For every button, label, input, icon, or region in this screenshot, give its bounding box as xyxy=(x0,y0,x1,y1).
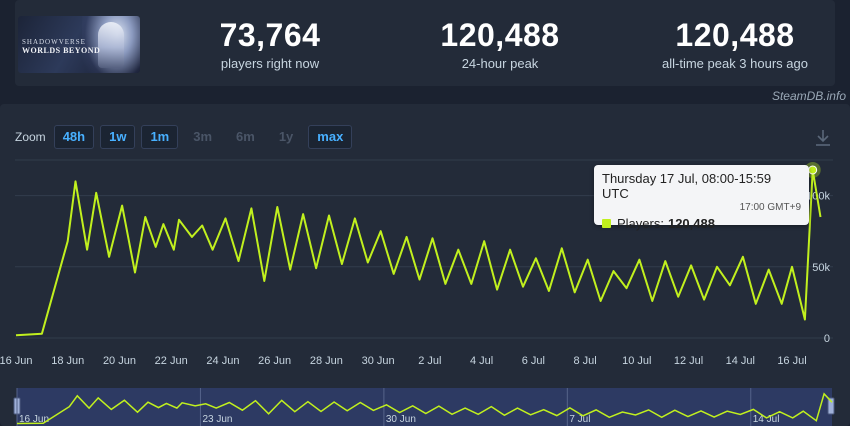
x-tick-label: 4 Jul xyxy=(470,355,493,367)
game-logo-top: SHADOWVERSE xyxy=(22,38,86,46)
stat-value: 120,488 xyxy=(675,17,795,53)
navigator-tick-label: 30 Jun xyxy=(386,414,416,425)
x-tick-label: 10 Jul xyxy=(622,355,651,367)
x-tick-label: 16 Jun xyxy=(0,355,33,367)
navigator-selection[interactable] xyxy=(17,388,832,426)
steamdb-brand[interactable]: SteamDB.info xyxy=(771,89,846,103)
series-swatch xyxy=(602,219,611,228)
navigator-series-line xyxy=(16,392,833,425)
x-tick-label: 18 Jun xyxy=(51,355,84,367)
x-tick-label: 22 Jun xyxy=(155,355,188,367)
stat-value: 120,488 xyxy=(440,17,560,53)
stat-label: 24-hour peak xyxy=(461,56,539,71)
x-tick-label: 20 Jun xyxy=(103,355,136,367)
zoom-1w-button[interactable]: 1w xyxy=(100,125,136,149)
x-tick-label: 16 Jul xyxy=(777,355,806,367)
players-series-line xyxy=(15,169,822,337)
download-icon[interactable] xyxy=(815,129,831,147)
game-logo-main: WORLDS BEYOND xyxy=(22,46,101,55)
y-tick-label: 50k xyxy=(812,262,830,274)
stat-current-players: 73,764 players right now xyxy=(195,18,345,71)
x-tick-label: 14 Jul xyxy=(726,355,755,367)
tooltip-date: Thursday 17 Jul, 08:00-15:59 UTC xyxy=(602,171,772,201)
y-tick-label: 0 xyxy=(824,333,830,345)
stat-all-time-peak: 120,488 all-time peak 3 hours ago xyxy=(640,18,830,71)
x-tick-label: 24 Jun xyxy=(206,355,239,367)
zoom-6m-button: 6m xyxy=(236,129,255,144)
tooltip-value: 120,488 xyxy=(667,216,715,231)
zoom-controls: Zoom 48h 1w 1m 3m 6m 1y max xyxy=(15,124,358,150)
navigator-tick-label: 16 Jun xyxy=(19,414,49,425)
zoom-max-button[interactable]: max xyxy=(308,125,353,149)
navigator-tick-label: 7 Jul xyxy=(569,414,590,425)
stat-value: 73,764 xyxy=(219,17,321,53)
thumbnail-character xyxy=(98,22,124,68)
peak-marker xyxy=(808,165,818,175)
zoom-48h-button[interactable]: 48h xyxy=(53,125,95,149)
stat-24h-peak: 120,488 24-hour peak xyxy=(425,18,575,71)
navigator-tick-label: 23 Jun xyxy=(202,414,232,425)
navigator-handle-right[interactable] xyxy=(827,397,835,415)
zoom-3m-button: 3m xyxy=(193,129,213,144)
tooltip-series-row: Players: 120,488 xyxy=(602,216,801,231)
tooltip-series-name: Players: xyxy=(617,216,664,231)
stat-label: all-time peak 3 hours ago xyxy=(662,56,808,71)
zoom-label: Zoom xyxy=(15,130,46,144)
x-tick-label: 8 Jul xyxy=(573,355,596,367)
stats-header: SHADOWVERSE WORLDS BEYOND 73,764 players… xyxy=(15,0,835,86)
chart-tooltip: Thursday 17 Jul, 08:00-15:59 UTC 17:00 G… xyxy=(594,165,809,231)
x-tick-label: 6 Jul xyxy=(522,355,545,367)
x-tick-label: 26 Jun xyxy=(258,355,291,367)
zoom-1m-button[interactable]: 1m xyxy=(141,125,179,149)
x-tick-label: 30 Jun xyxy=(362,355,395,367)
game-thumbnail[interactable]: SHADOWVERSE WORLDS BEYOND xyxy=(18,16,140,73)
zoom-1y-button: 1y xyxy=(278,129,294,144)
x-tick-label: 28 Jun xyxy=(310,355,343,367)
x-tick-label: 12 Jul xyxy=(674,355,703,367)
stat-label: players right now xyxy=(220,56,320,71)
x-tick-label: 2 Jul xyxy=(418,355,441,367)
tooltip-local-time: 17:00 GMT+9 xyxy=(739,202,801,213)
navigator-tick-label: 14 Jul xyxy=(753,414,780,425)
